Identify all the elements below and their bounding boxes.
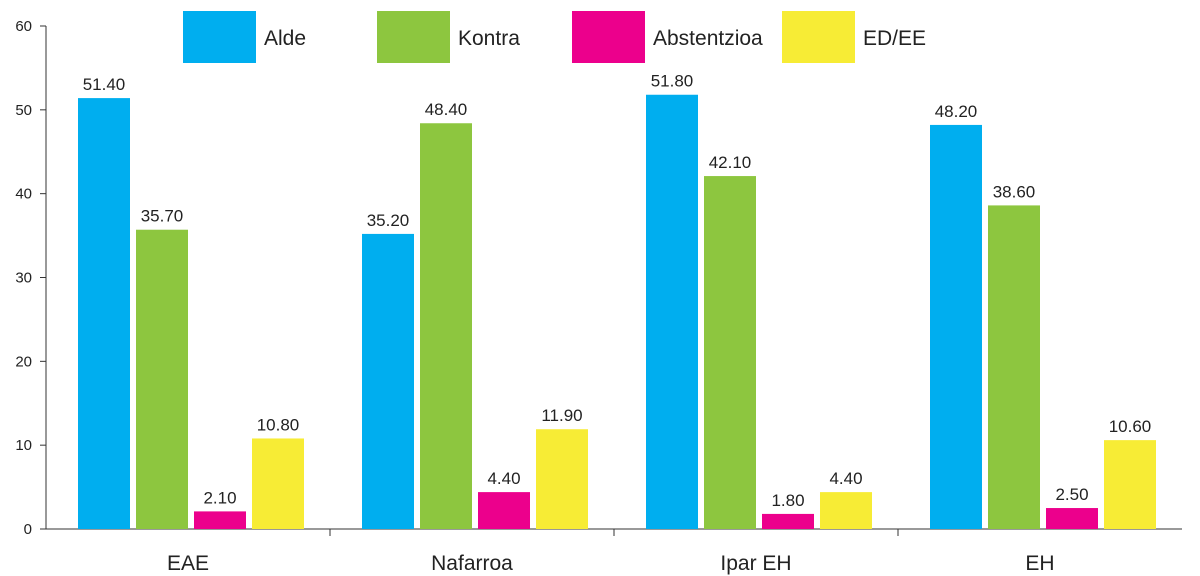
bar-alde: [362, 233, 414, 529]
data-label: 35.20: [367, 211, 410, 230]
legend-label: Kontra: [458, 27, 520, 50]
y-axis: 0 10 20 30 40 50 60: [15, 18, 47, 538]
data-label: 48.40: [425, 100, 468, 119]
y-tick-label: 40: [15, 186, 32, 203]
y-tick-label: 20: [15, 353, 32, 370]
data-label: 4.40: [487, 469, 520, 488]
legend-label: Alde: [264, 27, 306, 50]
legend-item: ED/EE: [782, 11, 926, 63]
data-label: 1.80: [771, 491, 804, 510]
x-category-label: Ipar EH: [720, 552, 791, 575]
x-category-label: EAE: [167, 552, 209, 575]
bar-abstentzioa: [194, 511, 246, 529]
x-category-label: EH: [1025, 552, 1054, 575]
data-label: 4.40: [829, 469, 862, 488]
data-label: 42.10: [709, 153, 752, 172]
data-label: 51.80: [651, 72, 694, 91]
bar-abstentzioa: [478, 492, 530, 529]
data-label: 10.60: [1109, 417, 1152, 436]
data-label: 38.60: [993, 182, 1036, 201]
data-label: 10.80: [257, 415, 300, 434]
legend-label: ED/EE: [863, 27, 926, 50]
bar-abstentzioa: [1046, 508, 1098, 529]
y-tick-label: 50: [15, 102, 32, 119]
data-label: 35.70: [141, 207, 184, 226]
bar-alde: [930, 124, 982, 529]
data-label: 2.10: [203, 488, 236, 507]
legend-swatch: [572, 11, 645, 63]
bar-kontra: [420, 123, 472, 529]
bar-alde: [646, 94, 698, 529]
data-label: 11.90: [541, 406, 582, 425]
bar-kontra: [704, 176, 756, 530]
y-tick-label: 30: [15, 270, 32, 287]
legend: Alde Kontra Abstentzioa ED/EE: [183, 11, 926, 63]
legend-item: Alde: [183, 11, 306, 63]
legend-swatch: [782, 11, 855, 63]
y-tick-label: 60: [15, 18, 32, 35]
legend-item: Kontra: [377, 11, 520, 63]
y-tick-label: 10: [15, 437, 32, 454]
legend-label: Abstentzioa: [653, 27, 763, 50]
bar-abstentzioa: [762, 513, 814, 529]
data-label: 51.40: [83, 75, 126, 94]
bar-alde: [78, 98, 130, 529]
bar-kontra: [136, 229, 188, 529]
legend-swatch: [377, 11, 450, 63]
bar-ed-ee: [252, 438, 304, 529]
bar-ed-ee: [1104, 440, 1156, 529]
legend-item: Abstentzioa: [572, 11, 763, 63]
data-label: 48.20: [935, 102, 978, 121]
bar-ed-ee: [820, 492, 872, 529]
bars-group: [78, 94, 1156, 530]
x-category-label: Nafarroa: [431, 552, 513, 575]
bar-ed-ee: [536, 429, 588, 529]
data-labels-group: 51.40 35.20 51.80 48.20 35.70 48.40 42.10 38.60…: [83, 72, 1152, 510]
legend-swatch: [183, 11, 256, 63]
x-axis: EAE Nafarroa Ipar EH EH: [46, 528, 1182, 575]
data-label: 2.50: [1055, 485, 1088, 504]
y-tick-label: 0: [24, 521, 32, 538]
bar-kontra: [988, 205, 1040, 530]
